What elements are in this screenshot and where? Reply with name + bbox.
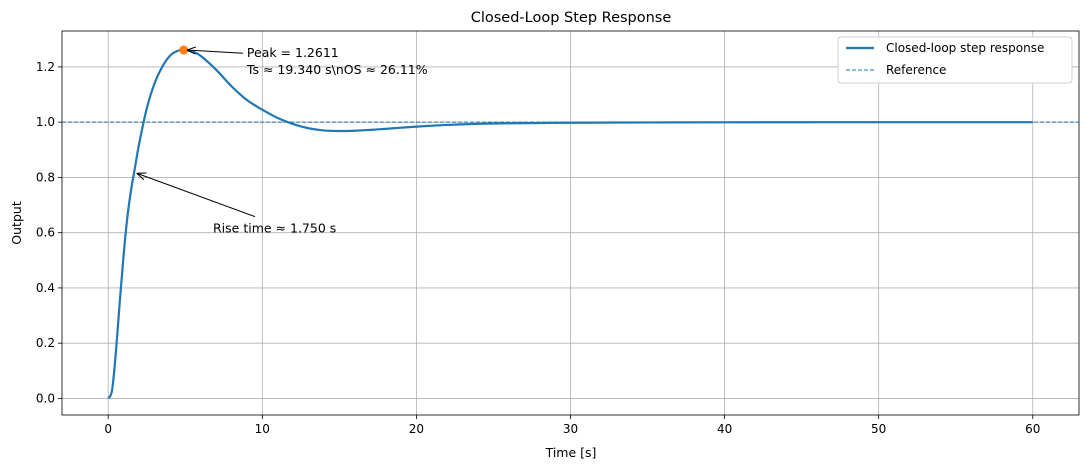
- series-layer: [62, 45, 1079, 400]
- x-tick-label: 30: [563, 422, 578, 436]
- legend-box: [837, 36, 1073, 84]
- x-ticks: 0 10 20 30 40 50 60: [104, 415, 1040, 436]
- legend: Closed-loop step response Reference: [837, 36, 1073, 84]
- x-tick-label: 0: [104, 422, 112, 436]
- annotation-arrow: [187, 50, 243, 53]
- x-tick-label: 40: [717, 422, 732, 436]
- y-tick-label: 0.0: [36, 391, 55, 405]
- response-line: [107, 48, 1033, 400]
- y-tick-label: 0.4: [36, 281, 55, 295]
- x-axis-label: Time [s]: [545, 445, 597, 460]
- annotations-layer: Peak = 1.2611 Ts ≈ 19.340 s\nOS ≈ 26.11% R…: [137, 45, 428, 236]
- y-ticks: 0.0 0.2 0.4 0.6 0.8 1.0 1.2: [36, 60, 62, 405]
- legend-label-response: Closed-loop step response: [886, 41, 1044, 55]
- y-tick-label: 0.8: [36, 170, 55, 184]
- legend-label-reference: Reference: [886, 63, 946, 77]
- x-tick-label: 10: [255, 422, 270, 436]
- annotation-text: Rise time ≈ 1.750 s: [213, 221, 336, 236]
- y-tick-label: 0.2: [36, 336, 55, 350]
- peak-marker: [179, 45, 189, 55]
- y-tick-label: 1.2: [36, 60, 55, 74]
- x-tick-label: 60: [1025, 422, 1040, 436]
- annotation-text: Ts ≈ 19.340 s\nOS ≈ 26.11%: [246, 62, 428, 77]
- x-tick-label: 50: [871, 422, 886, 436]
- annotation-text: Peak = 1.2611: [247, 45, 339, 60]
- y-tick-label: 0.6: [36, 226, 55, 240]
- annotation-arrow: [137, 173, 256, 218]
- y-axis-label: Output: [9, 201, 24, 245]
- chart-title: Closed-Loop Step Response: [471, 10, 672, 26]
- y-tick-label: 1.0: [36, 115, 55, 129]
- x-tick-label: 20: [409, 422, 424, 436]
